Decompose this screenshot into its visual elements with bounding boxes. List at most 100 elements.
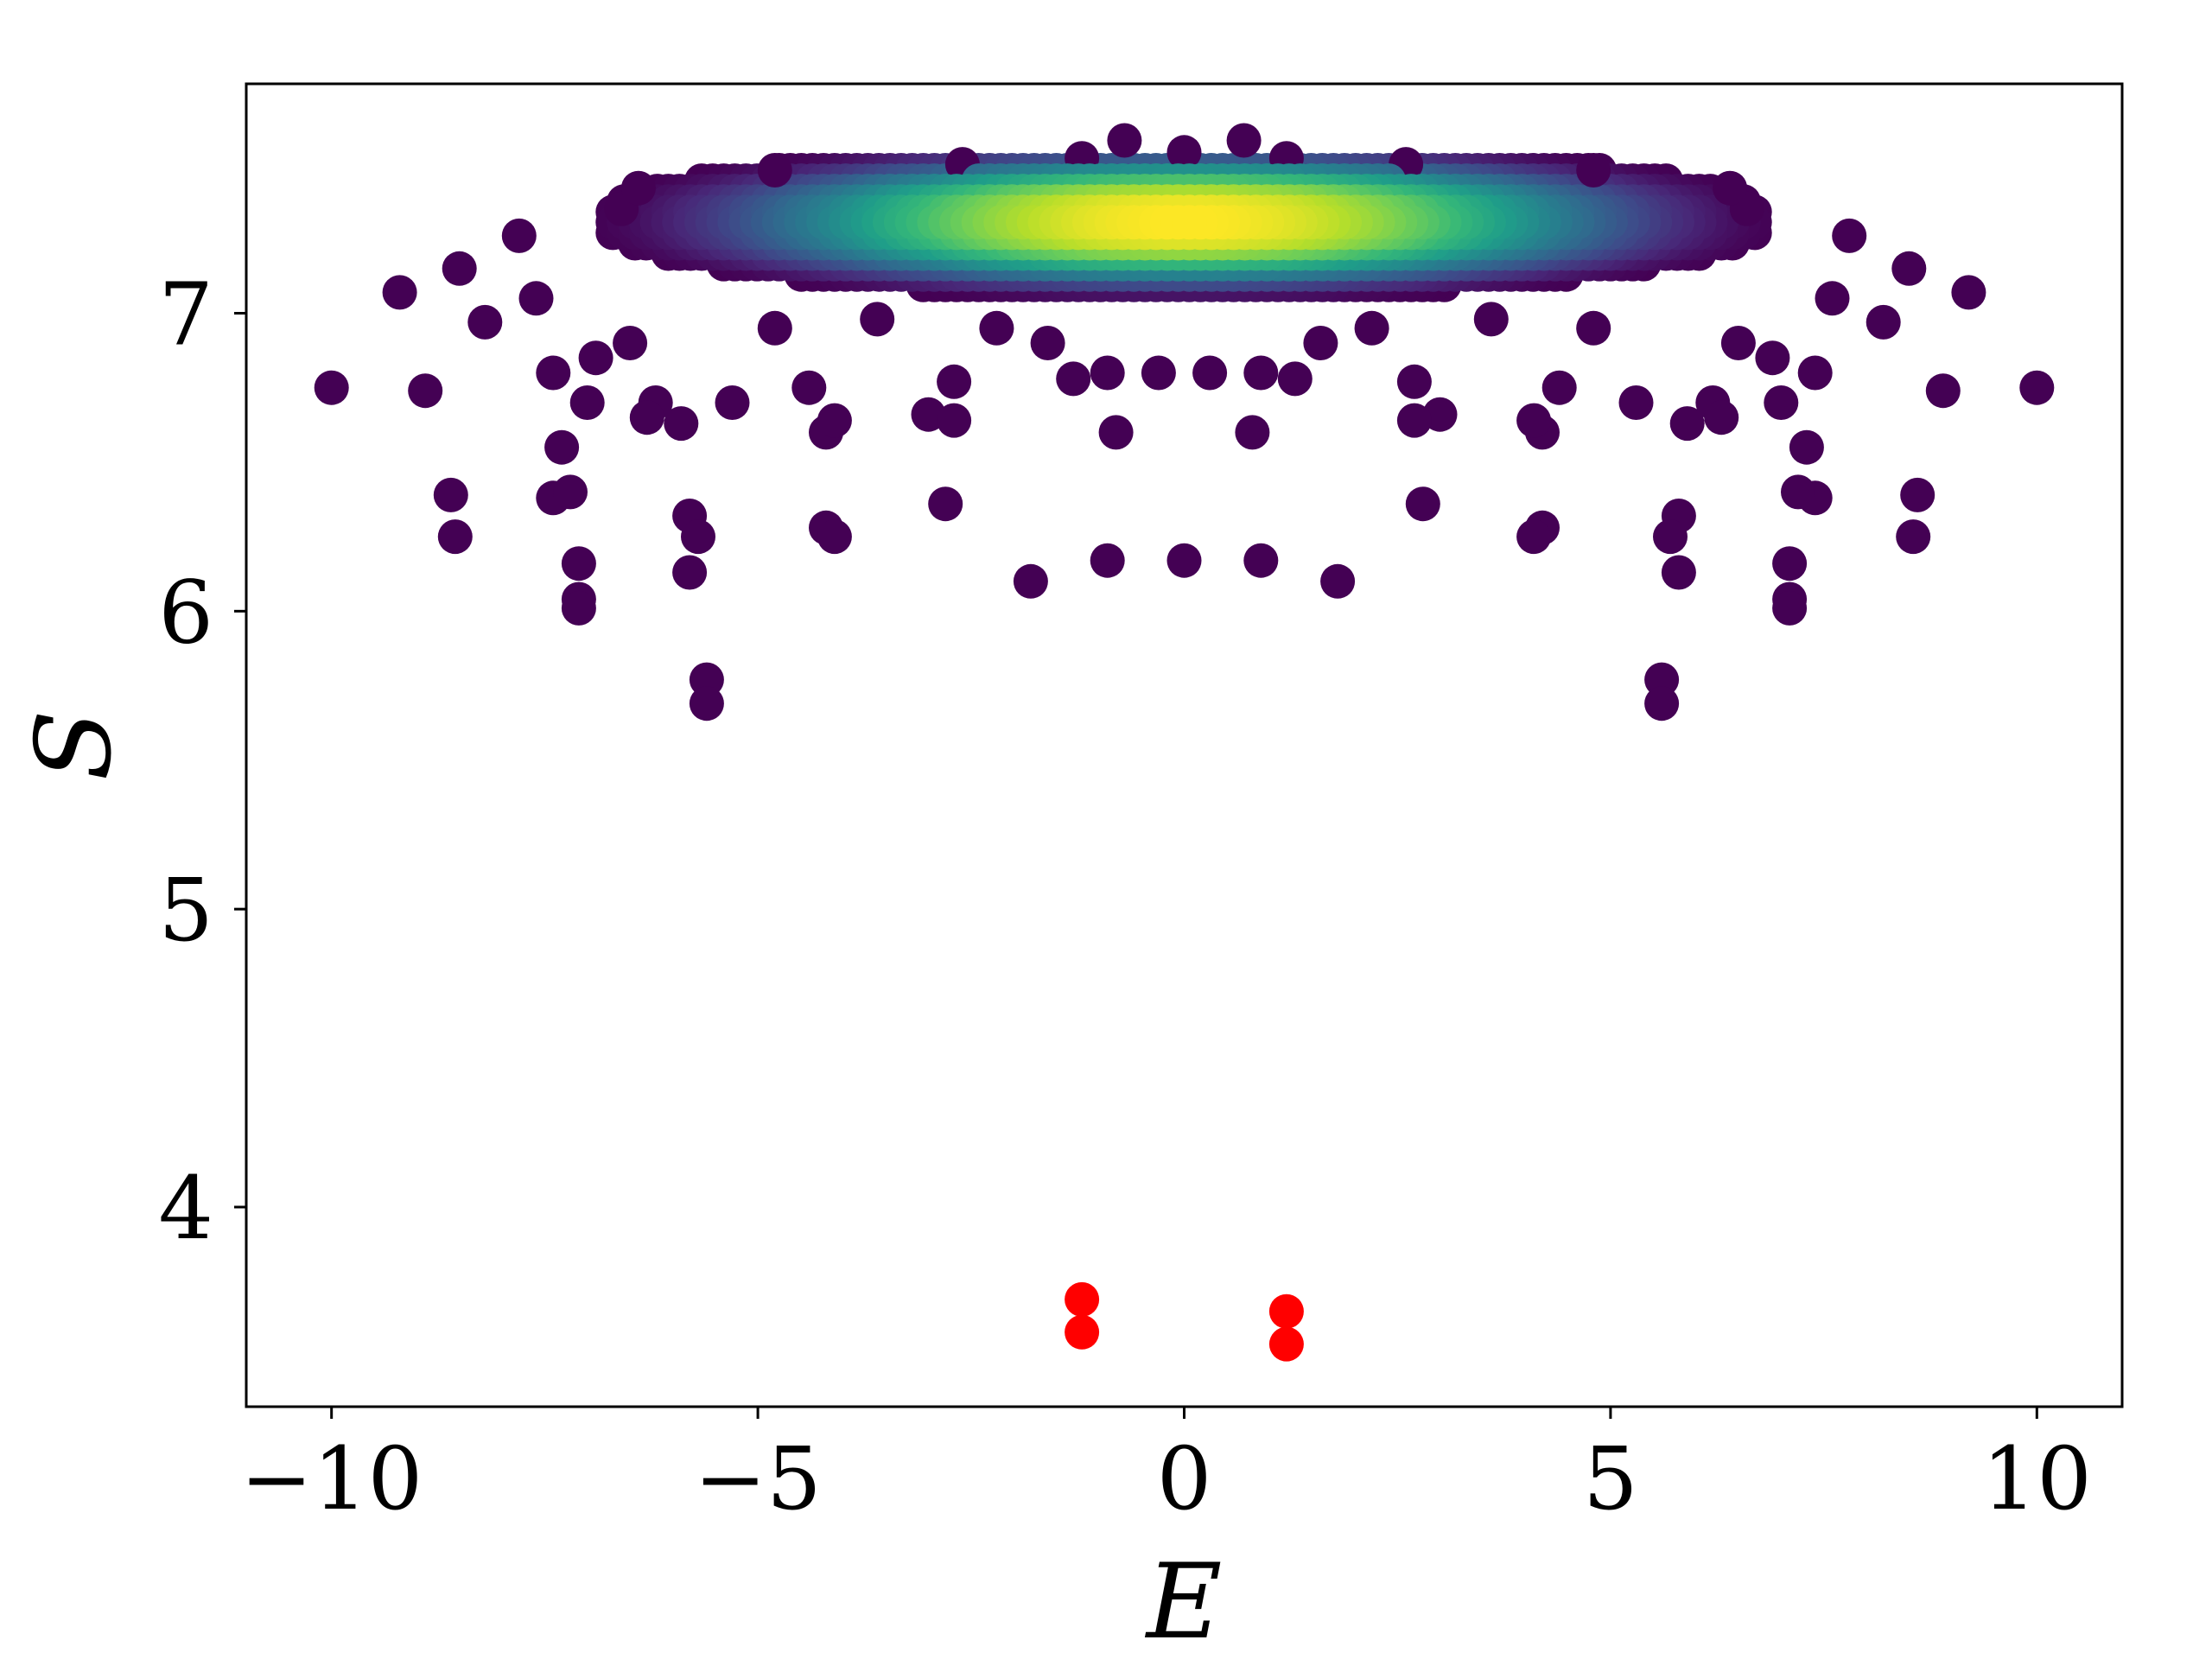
scatter-point: [544, 429, 580, 465]
scatter-point: [1713, 170, 1748, 206]
scatter-point: [1900, 477, 1936, 512]
scatter-point: [1226, 123, 1262, 158]
scatter-point: [1056, 361, 1091, 397]
scatter-point: [1098, 415, 1134, 450]
scatter-point: [1166, 543, 1202, 578]
scatter-point: [1243, 543, 1279, 578]
scatter-point: [1925, 373, 1961, 409]
scatter-point: [1107, 123, 1142, 158]
scatter-point: [672, 555, 708, 590]
scatter-point: [1764, 385, 1799, 420]
scatter-point: [1644, 686, 1680, 721]
scatter-point: [1303, 326, 1338, 360]
scatter-point: [1891, 251, 1927, 286]
scatter-point: [501, 218, 537, 253]
x-axis-ticks: −10 −5 0 5 10: [240, 1407, 2092, 1529]
scatter-point: [1576, 153, 1611, 188]
scatter-point: [1781, 474, 1815, 510]
scatter-point: [433, 477, 468, 512]
scatter-point: [1832, 218, 1867, 253]
scatter-point: [1815, 281, 1850, 316]
scatter-point: [437, 519, 473, 555]
scatter-point: [314, 370, 349, 405]
scatter-point: [553, 474, 588, 510]
scatter-point: [1235, 415, 1270, 450]
scatter-point: [467, 304, 503, 340]
scatter-point: [408, 373, 443, 409]
scatter-point: [1243, 355, 1279, 391]
x-tick-label: 5: [1583, 1428, 1638, 1529]
scatter-point: [979, 310, 1014, 346]
scatter-point: [1090, 355, 1125, 391]
points-layer: [314, 123, 2055, 721]
scatter-point: [817, 403, 852, 438]
scatter-point: [1192, 355, 1228, 391]
scatter-point: [2019, 370, 2055, 405]
scatter-point: [1473, 302, 1509, 337]
scatter-point: [518, 281, 554, 316]
scatter-point: [681, 519, 715, 555]
scatter-point: [1772, 590, 1808, 626]
scatter-point: [1704, 400, 1739, 435]
scatter-point: [757, 153, 792, 188]
scatter-point: [1090, 543, 1125, 578]
scatter-point: [817, 519, 852, 555]
scatter-point: [1720, 326, 1756, 360]
scatter-point: [1396, 364, 1432, 399]
scatter-point: [664, 406, 699, 442]
scatter-point: [1866, 304, 1901, 340]
scatter-point: [937, 403, 972, 438]
density-point: [1172, 205, 1207, 240]
scatter-point: [613, 326, 648, 360]
scatter-point: [757, 310, 792, 346]
scatter-point: [928, 486, 963, 522]
scatter-point: [1277, 361, 1313, 397]
scatter-point: [860, 302, 895, 337]
y-tick-label: 4: [158, 1158, 213, 1259]
scatter-point: [1354, 310, 1389, 346]
y-tick-label: 6: [158, 562, 213, 663]
x-tick-label: −10: [240, 1428, 423, 1529]
scatter-point: [1541, 370, 1577, 405]
scatter-point: [689, 662, 724, 697]
y-axis-ticks: 4 5 6 7: [158, 264, 246, 1259]
y-tick-label: 7: [158, 264, 213, 365]
scatter-point: [629, 400, 664, 435]
scatter-point: [561, 590, 596, 626]
scatter-point: [689, 686, 724, 721]
scatter-point: [382, 275, 417, 310]
highlight-points-layer: [1065, 1281, 1304, 1362]
scatter-point: [569, 385, 605, 420]
scatter-point: [1576, 310, 1611, 346]
scatter-point: [1951, 275, 1986, 310]
x-tick-label: −5: [694, 1428, 821, 1529]
scatter-point: [1013, 563, 1048, 599]
scatter-point: [1896, 519, 1931, 555]
scatter-point: [1516, 403, 1552, 438]
y-axis-title: S: [15, 709, 135, 780]
scatter-point: [791, 370, 827, 405]
scatter-point: [715, 385, 750, 420]
scatter-point: [561, 546, 596, 582]
scatter-point: [1030, 326, 1065, 360]
scatter-point: [1618, 385, 1654, 420]
highlight-point: [1268, 1326, 1304, 1362]
scatter-point: [1166, 135, 1202, 170]
x-axis-title: E: [1145, 1542, 1223, 1659]
scatter-point: [442, 251, 477, 286]
highlight-point: [1268, 1294, 1304, 1329]
highlight-point: [1065, 1314, 1100, 1350]
scatter-point: [1396, 403, 1432, 438]
highlight-point: [1065, 1281, 1100, 1317]
scatter-point: [1669, 406, 1705, 442]
scatter-point: [1320, 563, 1356, 599]
scatter-point: [1516, 519, 1552, 555]
scatter-point: [1797, 355, 1833, 391]
x-tick-label: 0: [1157, 1428, 1212, 1529]
scatter-point: [1653, 519, 1688, 555]
scatter-point: [1141, 355, 1176, 391]
y-tick-label: 5: [158, 860, 213, 961]
x-tick-label: 10: [1982, 1428, 2092, 1529]
scatter-point: [536, 355, 571, 391]
